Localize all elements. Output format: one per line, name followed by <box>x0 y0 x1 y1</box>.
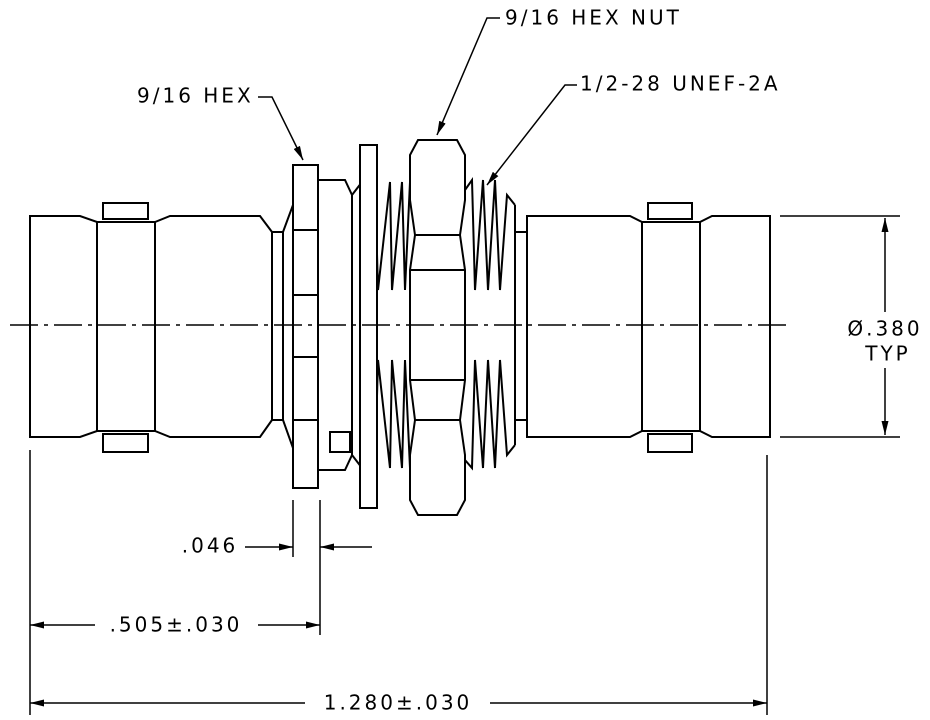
dimensions <box>29 17 900 715</box>
dimension-label: .046 <box>182 534 239 558</box>
dimension-label: .505±.030 <box>110 613 243 637</box>
label: 9/16 HEX NUT <box>505 6 682 30</box>
label: Ø.380 <box>847 317 922 341</box>
label: 9/16 HEX <box>137 84 254 108</box>
label: 1/2-28 UNEF-2A <box>580 72 781 96</box>
connector <box>29 139 771 516</box>
dimension-label: 1.280±.030 <box>324 691 473 715</box>
label: TYP <box>864 342 911 366</box>
